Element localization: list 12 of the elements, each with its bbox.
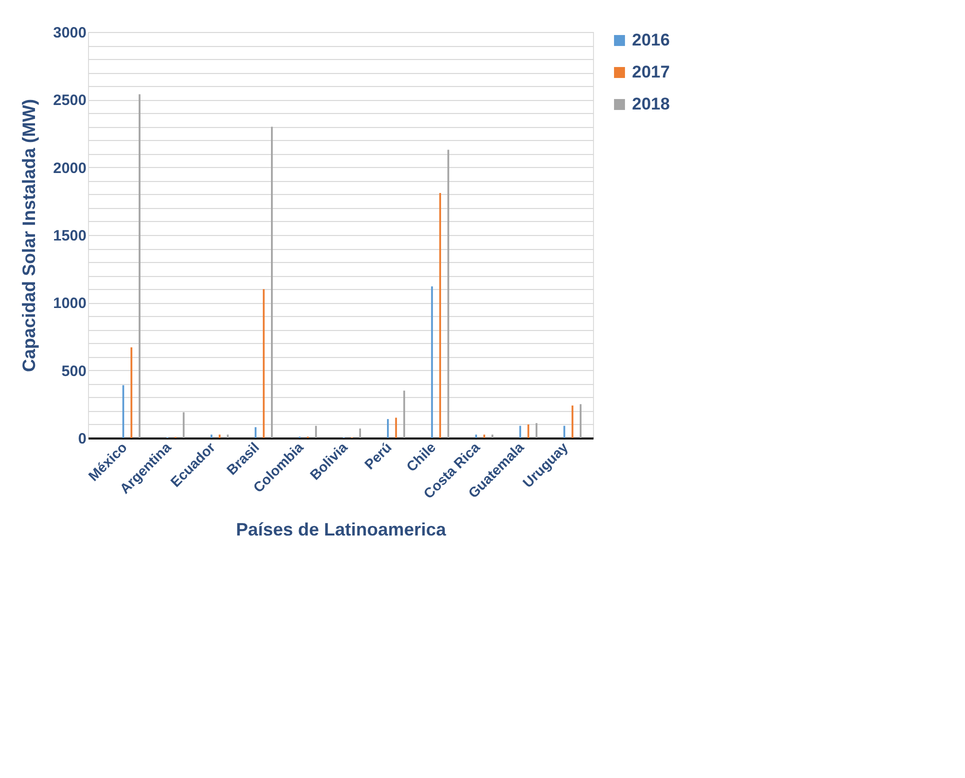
y-tick-label: 2500: [53, 92, 86, 110]
y-axis-title: Capacidad Solar Instalada (MW): [19, 98, 40, 372]
y-tick-label: 500: [61, 362, 86, 380]
legend-label: 2017: [632, 62, 670, 82]
legend-label: 2016: [632, 30, 670, 50]
y-tick-label: 2000: [53, 160, 86, 177]
y-tick-label: 1000: [53, 295, 86, 312]
legend-label: 2018: [632, 94, 670, 114]
y-tick-label: 1500: [53, 228, 86, 244]
x-axis-title: Países de Latinoamerica: [236, 520, 448, 540]
y-tick-label: 3000: [53, 24, 86, 42]
y-tick-label: 0: [78, 430, 86, 448]
